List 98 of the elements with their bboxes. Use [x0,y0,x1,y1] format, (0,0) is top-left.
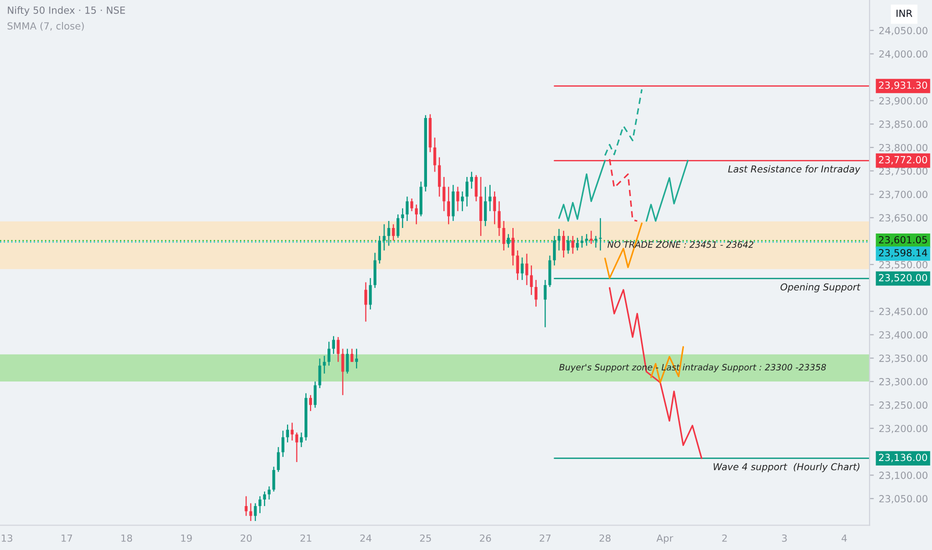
y-tick-label: 23,650.00 [879,214,928,223]
candlestick [552,235,556,266]
candlestick [576,237,579,252]
candlestick [268,486,271,500]
candlestick [406,196,409,222]
x-tick-label: 20 [240,534,252,542]
x-tick-label: 26 [480,534,491,542]
candlestick [580,235,584,248]
candlestick [378,235,381,264]
x-tick-label: 2 [722,534,727,542]
candlestick [368,278,372,310]
y-tick-label: 23,750.00 [879,167,928,176]
candlestick [585,234,588,246]
candlestick [558,228,560,252]
candlestick [290,422,294,442]
candlestick [534,279,538,308]
line-series [558,160,606,222]
candlestick [322,355,326,374]
x-tick-label: 27 [540,534,551,542]
candlestick [346,348,349,374]
x-tick-label: 13 [2,534,12,542]
candlestick [594,235,598,248]
line-series [604,88,643,156]
candlestick [493,190,496,225]
candlestick [328,341,330,366]
candlestick [414,204,418,225]
line-series [646,160,689,222]
ref-line-label: 23,772.00 [878,156,928,164]
candlestick [350,348,354,362]
candlestick [396,214,400,238]
candlestick [314,380,317,408]
candlestick [276,446,280,472]
x-tick-label: 3 [782,534,787,542]
y-tick-label: 23,450.00 [879,308,928,316]
candlestick [244,496,248,516]
text: SMMA (7, close) [8,22,84,31]
candlestick [590,230,593,244]
x-tick-label: Apr [656,534,674,544]
candlestick [525,253,528,286]
y-tick-label: 23,400.00 [879,331,928,340]
candlestick [512,227,514,266]
y-tick-label: 23,800.00 [879,144,928,152]
candlestick [382,224,386,252]
candlestick [282,430,284,458]
candlestick [286,424,289,443]
y-tick-label: 23,250.00 [879,401,928,410]
x-tick-label: 28 [600,534,611,542]
x-tick-label: 17 [62,534,72,542]
candlestick [438,156,441,198]
ref-line-label: 23,601.05 [878,236,927,244]
text: Nifty 50 Index · 15 · NSE [8,6,125,16]
annotation: Last Resistance for Intraday [728,165,860,174]
x-tick-label: 19 [181,534,192,542]
x-tick-label: 4 [842,534,847,542]
annotation: Opening Support [780,283,861,292]
candlestick [401,208,404,229]
y-tick-label: 23,200.00 [879,424,928,434]
candlestick [484,186,487,227]
y-tick-label: 23,350.00 [879,354,928,363]
y-tick-label: 23,850.00 [879,120,928,129]
candlestick [530,264,533,296]
y-tick-label: 23,900.00 [879,97,928,106]
candlestick [466,176,468,208]
candlestick [516,250,520,280]
x-tick-label: 24 [360,534,372,542]
candlestick [442,176,446,212]
candlestick [249,502,252,522]
ref-line-label: 23,136.00 [878,454,928,462]
candlestick [336,336,340,362]
y-tick-label: 23,300.00 [879,378,928,386]
ref-line-label: 23,520.00 [878,274,928,282]
candlestick [254,502,257,522]
candlestick [506,234,510,248]
y-tick-label: 23,550.00 [879,260,928,270]
candlestick [470,171,474,190]
candlestick [332,336,335,354]
candlestick [447,186,450,225]
candlestick [309,394,312,412]
candlestick [392,224,395,242]
annotation: Wave 4 support (Hourly Chart) [714,462,860,472]
y-tick-label: 23,050.00 [879,495,928,504]
x-tick-label: 25 [420,534,431,542]
candlestick [460,190,464,212]
y-tick-label: 24,050.00 [879,26,928,36]
y-tick-label: 23,100.00 [879,472,928,480]
ref-line-label: 23,598.14 [878,249,928,258]
text: INR [896,10,912,17]
candlestick [300,432,303,448]
y-tick-label: 24,000.00 [879,50,928,59]
x-tick-label: 18 [121,534,132,542]
candlestick [562,230,566,258]
candlestick [355,348,358,369]
x-tick-label: 21 [300,534,312,542]
ref-line-label: 23,931.30 [878,81,928,90]
y-tick-label: 23,700.00 [879,190,928,200]
candlestick [258,496,262,514]
candlestick [263,490,266,507]
candlestick [488,184,492,212]
